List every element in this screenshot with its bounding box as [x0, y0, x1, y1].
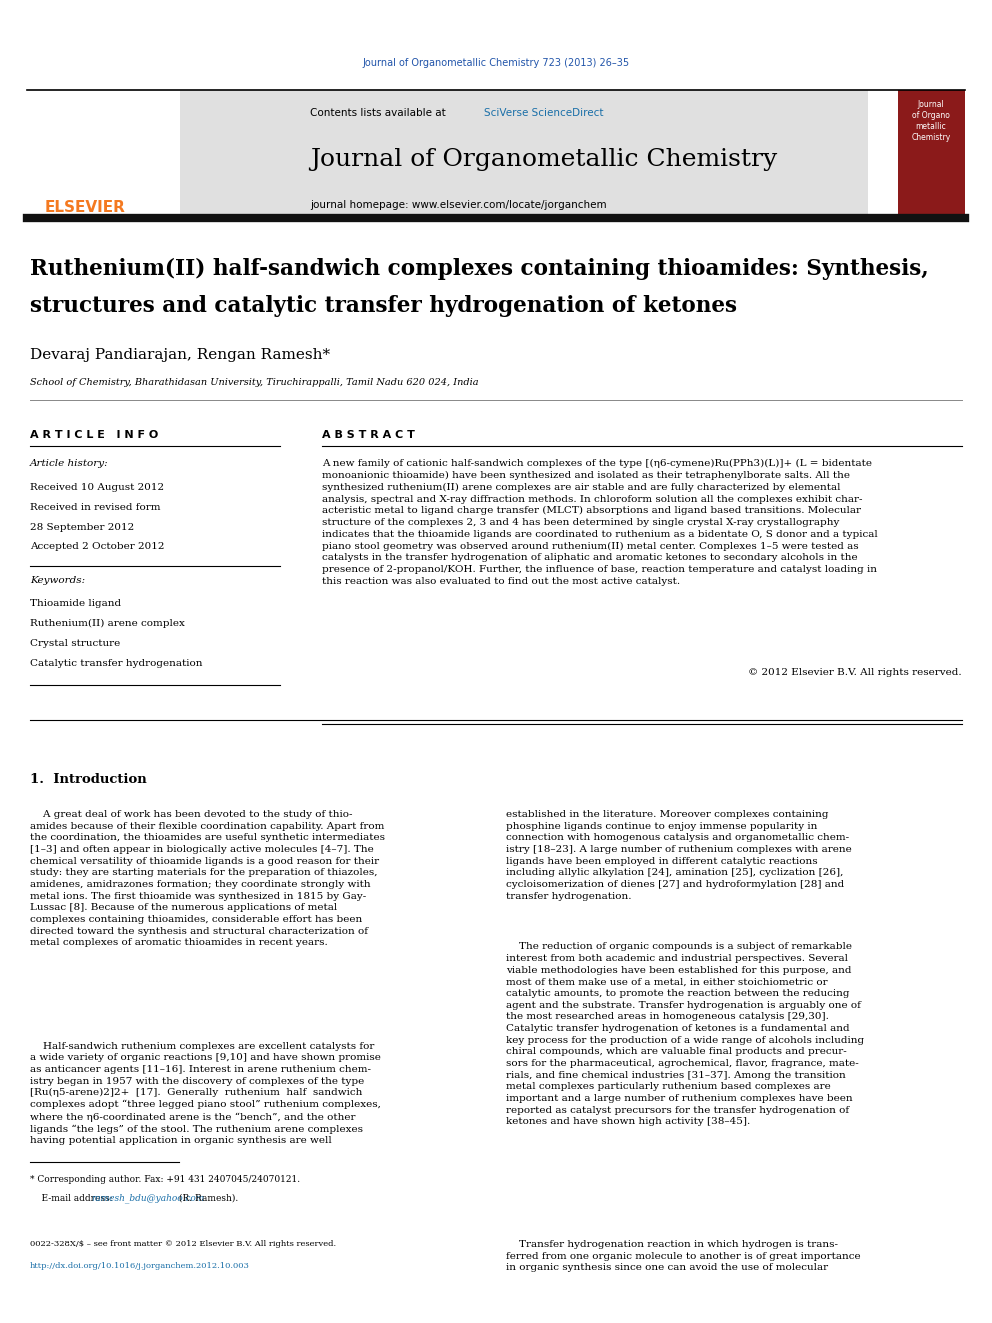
Text: journal homepage: www.elsevier.com/locate/jorganchem: journal homepage: www.elsevier.com/locat…	[310, 200, 607, 210]
Text: 1.  Introduction: 1. Introduction	[30, 773, 147, 786]
Text: A B S T R A C T: A B S T R A C T	[322, 430, 415, 441]
Text: E-mail address:: E-mail address:	[30, 1193, 115, 1203]
Text: Transfer hydrogenation reaction in which hydrogen is trans-
ferred from one orga: Transfer hydrogenation reaction in which…	[506, 1240, 861, 1273]
Text: established in the literature. Moreover complexes containing
phosphine ligands c: established in the literature. Moreover …	[506, 810, 852, 901]
Text: * Corresponding author. Fax: +91 431 2407045/24070121.: * Corresponding author. Fax: +91 431 240…	[30, 1175, 301, 1184]
Text: Received 10 August 2012: Received 10 August 2012	[30, 483, 164, 492]
Text: Accepted 2 October 2012: Accepted 2 October 2012	[30, 542, 165, 552]
Text: (R. Ramesh).: (R. Ramesh).	[176, 1193, 238, 1203]
Text: structures and catalytic transfer hydrogenation of ketones: structures and catalytic transfer hydrog…	[30, 295, 737, 318]
Text: A new family of cationic half-sandwich complexes of the type [(η6-cymene)Ru(PPh3: A new family of cationic half-sandwich c…	[322, 459, 878, 586]
Text: ramesh_bdu@yahoo.com: ramesh_bdu@yahoo.com	[91, 1193, 204, 1203]
Text: The reduction of organic compounds is a subject of remarkable
interest from both: The reduction of organic compounds is a …	[506, 942, 864, 1126]
Text: ELSEVIER: ELSEVIER	[45, 200, 126, 216]
Text: http://dx.doi.org/10.1016/j.jorganchem.2012.10.003: http://dx.doi.org/10.1016/j.jorganchem.2…	[30, 1262, 250, 1270]
Text: Thioamide ligand: Thioamide ligand	[30, 599, 121, 609]
Text: Ruthenium(II) half-sandwich complexes containing thioamides: Synthesis,: Ruthenium(II) half-sandwich complexes co…	[30, 258, 929, 280]
Text: 28 September 2012: 28 September 2012	[30, 523, 134, 532]
Text: Catalytic transfer hydrogenation: Catalytic transfer hydrogenation	[30, 659, 202, 668]
Text: Journal
of Organo
metallic
Chemistry: Journal of Organo metallic Chemistry	[912, 101, 950, 143]
Text: A R T I C L E   I N F O: A R T I C L E I N F O	[30, 430, 159, 441]
Text: Crystal structure: Crystal structure	[30, 639, 120, 648]
Text: Journal of Organometallic Chemistry 723 (2013) 26–35: Journal of Organometallic Chemistry 723 …	[362, 58, 630, 67]
Text: Ruthenium(II) arene complex: Ruthenium(II) arene complex	[30, 619, 185, 628]
Text: Devaraj Pandiarajan, Rengan Ramesh*: Devaraj Pandiarajan, Rengan Ramesh*	[30, 348, 330, 363]
Text: Contents lists available at: Contents lists available at	[310, 108, 449, 118]
Text: Half-sandwich ruthenium complexes are excellent catalysts for
a wide variety of : Half-sandwich ruthenium complexes are ex…	[30, 1041, 381, 1146]
Text: Article history:: Article history:	[30, 459, 109, 468]
Text: Keywords:: Keywords:	[30, 576, 85, 585]
Text: A great deal of work has been devoted to the study of thio-
amides because of th: A great deal of work has been devoted to…	[30, 810, 385, 947]
Text: Received in revised form: Received in revised form	[30, 503, 161, 512]
Text: Journal of Organometallic Chemistry: Journal of Organometallic Chemistry	[310, 148, 778, 171]
Text: School of Chemistry, Bharathidasan University, Tiruchirappalli, Tamil Nadu 620 0: School of Chemistry, Bharathidasan Unive…	[30, 378, 478, 388]
Text: © 2012 Elsevier B.V. All rights reserved.: © 2012 Elsevier B.V. All rights reserved…	[748, 668, 962, 677]
Text: SciVerse ScienceDirect: SciVerse ScienceDirect	[483, 108, 603, 118]
Text: 0022-328X/$ – see front matter © 2012 Elsevier B.V. All rights reserved.: 0022-328X/$ – see front matter © 2012 El…	[30, 1240, 336, 1248]
